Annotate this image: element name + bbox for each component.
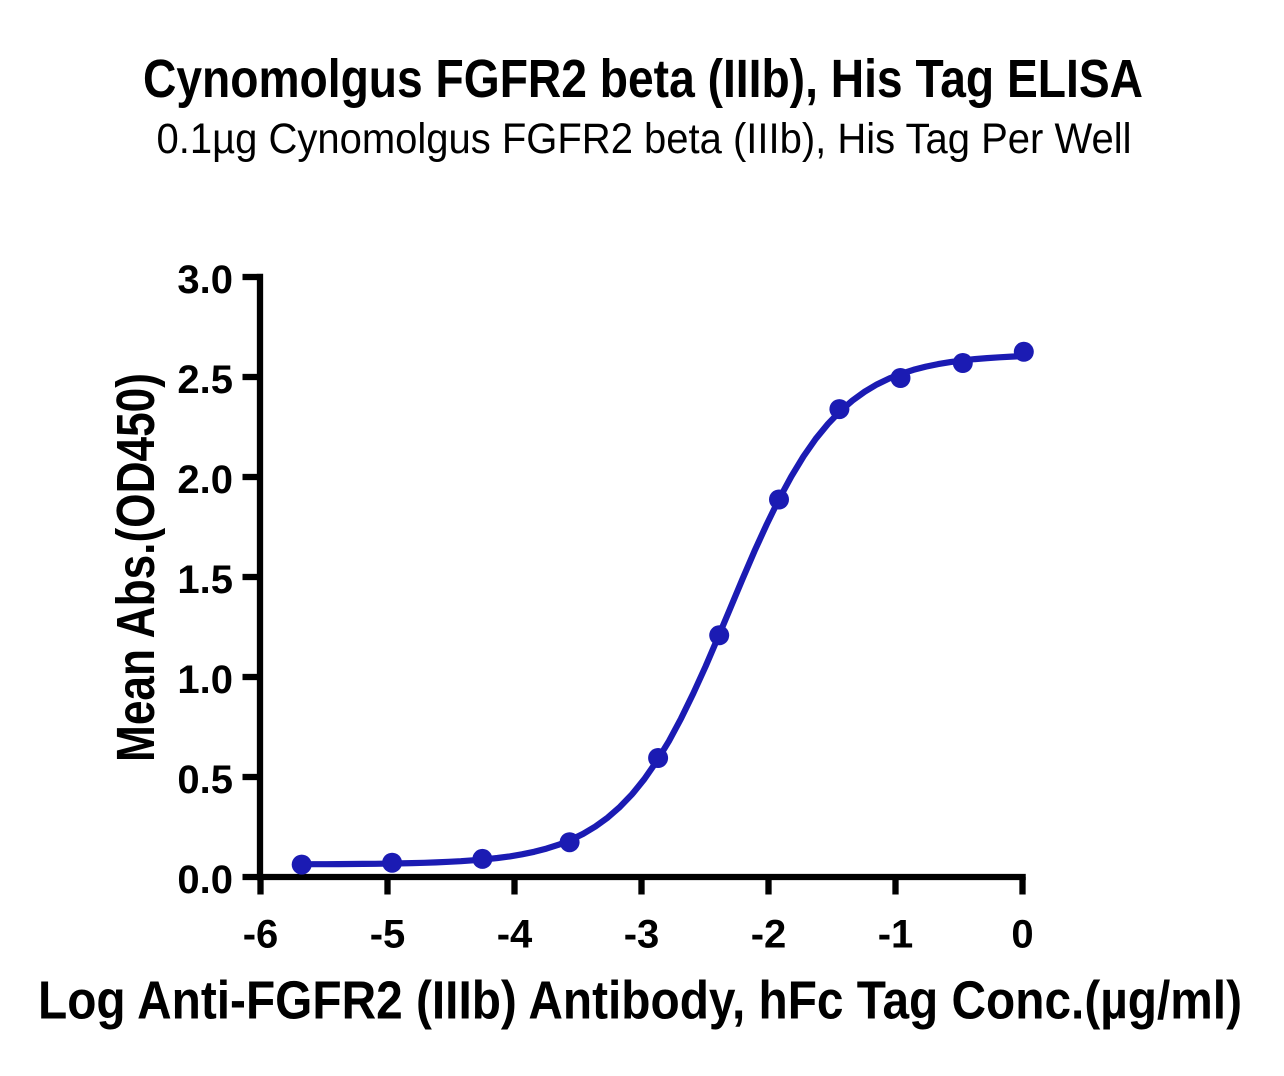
svg-text:Mean Abs.(OD450): Mean Abs.(OD450) bbox=[106, 373, 166, 762]
svg-text:0.1µg Cynomolgus FGFR2 beta (I: 0.1µg Cynomolgus FGFR2 beta (IIIb), His … bbox=[157, 115, 1132, 163]
svg-text:0: 0 bbox=[1011, 913, 1033, 957]
svg-text:1.0: 1.0 bbox=[177, 658, 233, 702]
svg-text:Log Anti-FGFR2 (IIIb) Antibody: Log Anti-FGFR2 (IIIb) Antibody, hFc Tag … bbox=[38, 971, 1242, 1031]
svg-text:3.0: 3.0 bbox=[177, 258, 233, 302]
svg-text:-3: -3 bbox=[624, 913, 660, 957]
svg-text:-2: -2 bbox=[751, 913, 787, 957]
svg-text:Cynomolgus FGFR2 beta (IIIb),: Cynomolgus FGFR2 beta (IIIb), His Tag EL… bbox=[143, 49, 1143, 109]
svg-text:0.0: 0.0 bbox=[177, 858, 233, 902]
svg-text:2.0: 2.0 bbox=[177, 458, 233, 502]
svg-text:-5: -5 bbox=[370, 913, 406, 957]
svg-text:0.5: 0.5 bbox=[177, 758, 233, 802]
svg-text:1.5: 1.5 bbox=[177, 558, 233, 602]
svg-text:-1: -1 bbox=[878, 913, 914, 957]
svg-text:2.5: 2.5 bbox=[177, 358, 233, 402]
svg-text:-4: -4 bbox=[497, 913, 533, 957]
svg-text:-6: -6 bbox=[243, 913, 279, 957]
